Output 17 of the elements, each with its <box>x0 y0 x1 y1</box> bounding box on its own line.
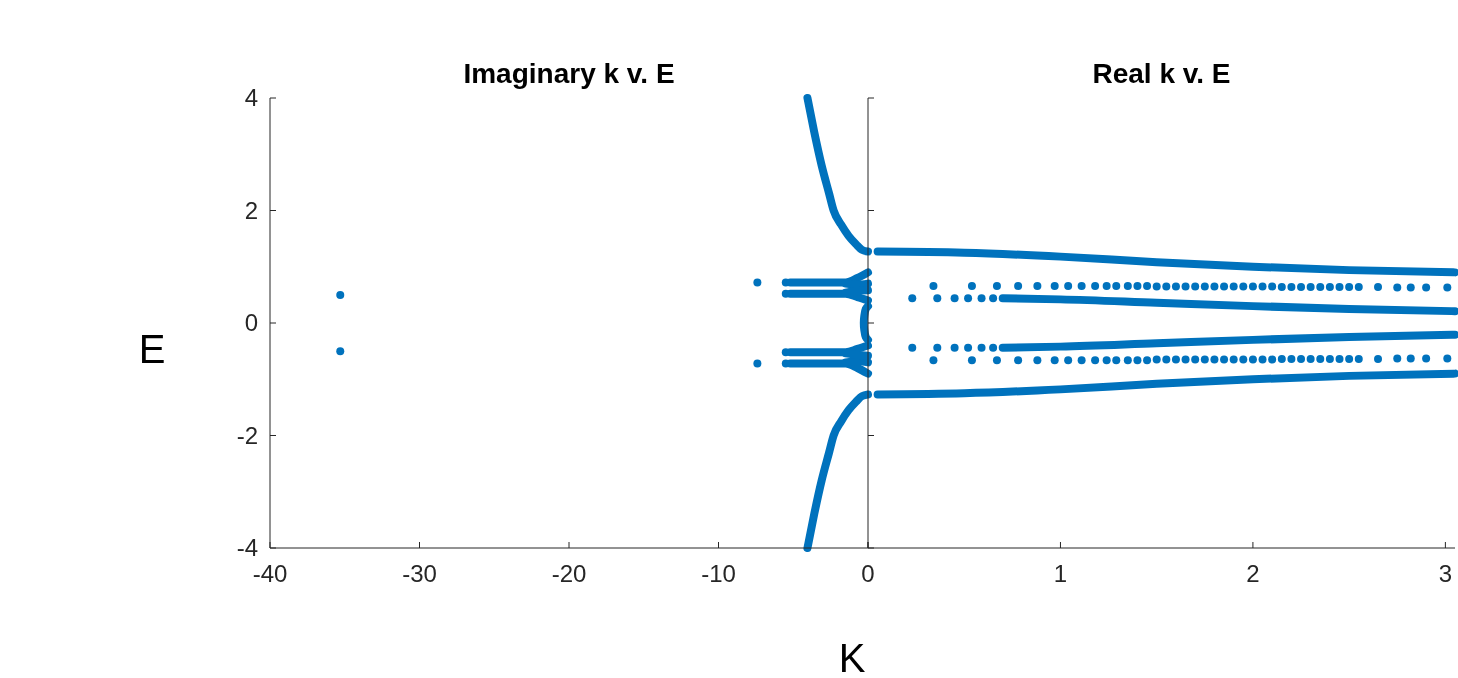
x-tick-label: 0 <box>861 560 875 587</box>
x-tick-label: -10 <box>701 560 736 587</box>
x-axis-title: K <box>838 636 866 678</box>
x-tick-label: 1 <box>1053 560 1068 587</box>
y-tick-label: -2 <box>236 421 258 449</box>
x-tick-label: 3 <box>1438 560 1453 587</box>
y-tick-label: 4 <box>244 84 258 111</box>
y-tick-label: -4 <box>236 534 258 561</box>
chart-title: Imaginary k v. E <box>463 58 675 89</box>
x-tick-label: 2 <box>1246 560 1260 587</box>
x-tick-label: -40 <box>252 560 288 587</box>
y-tick-label: 0 <box>244 309 258 336</box>
y-axis-title: E <box>138 327 166 371</box>
y-tick-label: 2 <box>244 196 258 224</box>
chart-title: Real k v. E <box>1092 58 1231 89</box>
x-tick-label: -20 <box>551 560 587 587</box>
x-tick-label: -30 <box>402 560 437 587</box>
